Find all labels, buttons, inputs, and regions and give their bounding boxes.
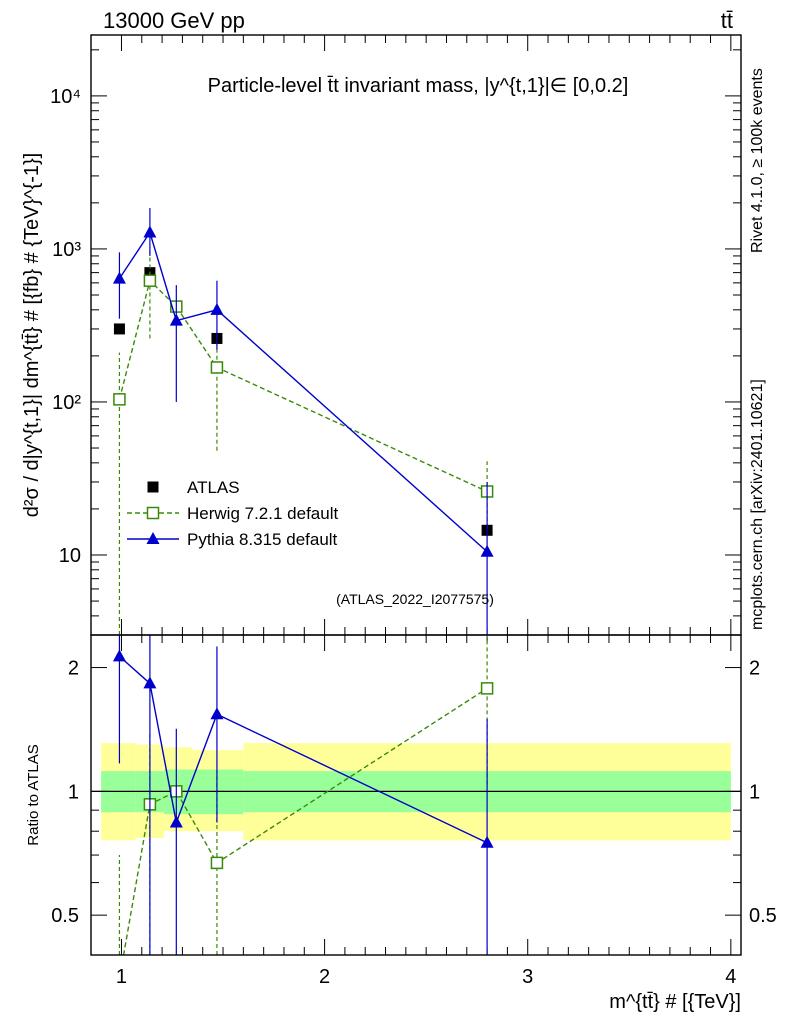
ratio-ticks: 0.5 0.5 1 1 2 2 1 2 3 4	[51, 635, 777, 988]
legend-entry: ATLAS	[147, 478, 240, 497]
marker-triangle	[169, 815, 183, 828]
ratio-plot-frame	[90, 634, 742, 956]
y-axis-label: d²σ / d|y^{t,1}| dm^{tt̄} # [{fb} # {TeV…	[21, 153, 43, 517]
x-tick-label: 3	[522, 966, 533, 988]
marker-square-open	[143, 274, 157, 287]
marker-triangle	[480, 835, 494, 848]
ratio-tick-label-right: 2	[749, 658, 760, 680]
header-right: tt̄	[721, 8, 733, 33]
plot-title: Particle-level t̄t invariant mass, |y^{t…	[208, 75, 629, 97]
marker-square-filled	[147, 481, 159, 493]
ratio-tick-label-right: 1	[749, 781, 760, 803]
ratio-plot: 0.5 0.5 1 1 2 2 1 2 3 4	[51, 634, 777, 988]
y-tick-label: 10	[59, 545, 81, 567]
side-label-bottom: mcplots.cern.ch [arXiv:2401.10621]	[749, 379, 766, 630]
ratio-tick-label-left: 0.5	[51, 905, 79, 927]
series-pythia-8-315-default	[112, 208, 494, 635]
y-tick-label: 10⁴	[50, 86, 81, 108]
header-left: 13000 GeV pp	[103, 8, 245, 33]
marker-triangle	[480, 544, 494, 557]
ratio-tick-label-right: 0.5	[749, 905, 777, 927]
legend-entry: Herwig 7.2.1 default	[127, 504, 338, 523]
x-tick-label: 1	[116, 966, 127, 988]
marker-square-filled	[113, 323, 125, 335]
marker-triangle	[210, 302, 224, 315]
marker-triangle	[112, 649, 126, 662]
main-marks	[112, 208, 494, 635]
ratio-tick-label-left: 1	[68, 781, 79, 803]
marker-square-open	[146, 506, 160, 520]
legend-label: ATLAS	[187, 478, 240, 497]
y-tick-label: 10³	[52, 239, 81, 261]
legend-entry: Pythia 8.315 default	[127, 530, 338, 549]
marker-triangle	[210, 707, 224, 720]
main-ticks: 10 10² 10³ 10⁴	[50, 35, 741, 636]
marker-triangle	[169, 313, 183, 326]
ratio-series-pythia-8-315-default	[112, 635, 494, 955]
legend: ATLAS Herwig 7.2.1 default Pythia 8.315 de…	[127, 478, 338, 549]
y-tick-label: 10²	[52, 392, 81, 414]
watermark: (ATLAS_2022_I2077575)	[336, 591, 494, 607]
marker-triangle	[143, 676, 157, 689]
marker-square-open	[210, 856, 224, 870]
marker-square-open	[113, 393, 126, 406]
ratio-marks	[112, 635, 494, 955]
x-tick-label: 2	[319, 966, 330, 988]
ratio-y-axis-label: Ratio to ATLAS	[25, 744, 42, 845]
legend-label: Herwig 7.2.1 default	[187, 504, 338, 523]
x-axis-label: m^{tt̄} # [{TeV}]	[609, 991, 741, 1013]
main-plot: 10 10² 10³ 10⁴ Particle-level t̄t invariant…	[50, 34, 742, 636]
marker-triangle	[112, 271, 126, 284]
marker-triangle	[143, 225, 157, 238]
marker-square-open	[210, 361, 224, 374]
marker-square-open	[480, 682, 494, 695]
series-herwig-7-2-1-default	[113, 250, 494, 635]
ratio-series-line	[122, 687, 488, 955]
ratio-tick-label-left: 2	[68, 658, 79, 680]
series-line	[118, 279, 488, 493]
side-label-top: Rivet 4.1.0, ≥ 100k events	[749, 68, 766, 253]
marker-triangle	[146, 532, 160, 544]
legend-label: Pythia 8.315 default	[187, 530, 338, 549]
x-tick-label: 4	[725, 966, 736, 988]
